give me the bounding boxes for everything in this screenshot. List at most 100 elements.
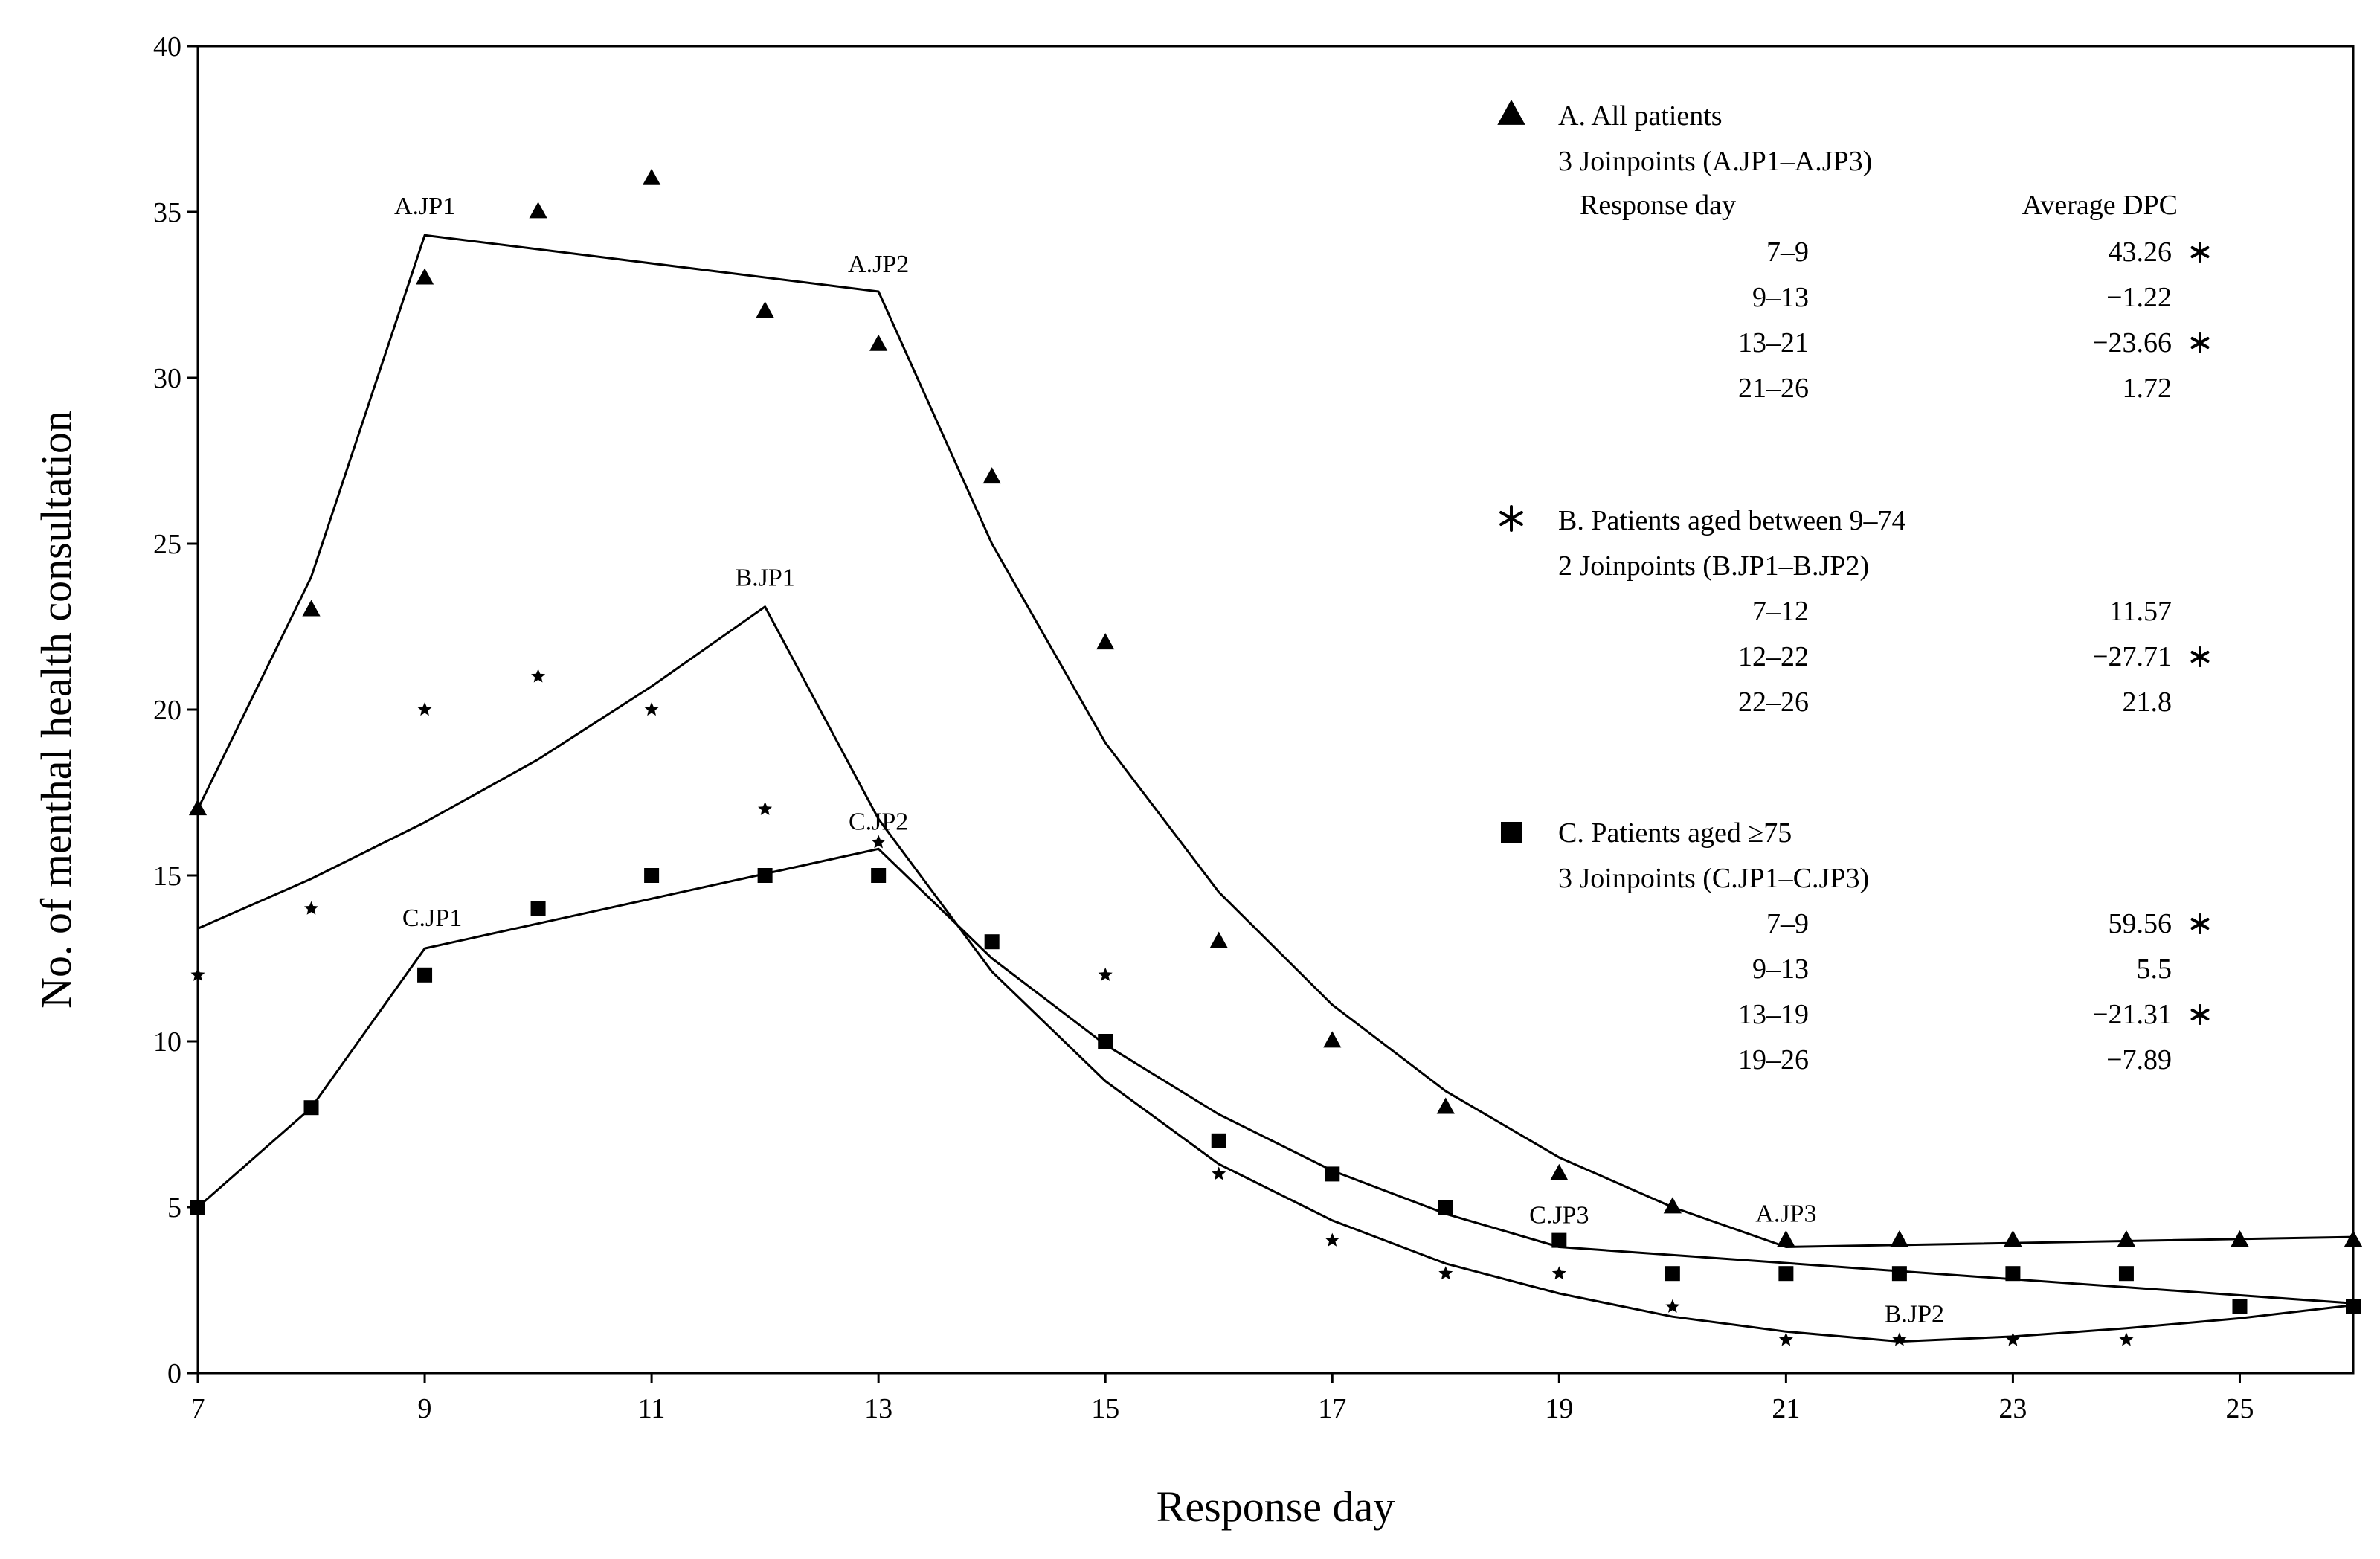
- joinpoint-label: C.JP3: [1529, 1202, 1589, 1229]
- legend-row-dpc: 1.72: [2123, 373, 2172, 404]
- y-tick-label: 30: [153, 363, 181, 394]
- data-point-A: [2344, 1229, 2363, 1247]
- data-point-B: [2005, 1332, 2020, 1346]
- asterisk-stroke: [2190, 918, 2210, 930]
- data-point-A: [643, 168, 661, 185]
- data-point-B: [1778, 1332, 1793, 1346]
- data-point-C: [417, 967, 433, 983]
- legend-row-day: 13–19: [1738, 999, 1809, 1030]
- y-tick-label: 15: [153, 861, 181, 892]
- data-point-A: [982, 467, 1001, 484]
- y-tick-label: 40: [153, 31, 181, 62]
- data-point-A: [1323, 1031, 1342, 1048]
- data-point-A: [1663, 1197, 1682, 1214]
- data-markers: [188, 168, 2363, 1346]
- legend-row-day: 19–26: [1738, 1044, 1809, 1076]
- legend-marker-asterisk: [1499, 505, 1523, 532]
- legend-row-day: 9–13: [1752, 282, 1809, 313]
- data-point-B: [1098, 967, 1113, 981]
- data-point-C: [757, 868, 773, 883]
- data-point-C: [2118, 1266, 2134, 1282]
- legend-row-dpc: 5.5: [2137, 954, 2172, 985]
- x-tick-label: 11: [638, 1393, 666, 1424]
- significance-asterisk: [2190, 646, 2210, 667]
- data-point-A: [415, 268, 434, 285]
- legend-row-dpc: −1.22: [2106, 282, 2172, 313]
- joinpoint-label: C.JP1: [402, 904, 462, 932]
- joinpoint-label: A.JP3: [1755, 1200, 1816, 1228]
- joinpoint-label: A.JP2: [848, 251, 909, 278]
- data-point-C: [871, 868, 887, 883]
- legend-row-dpc: −27.71: [2092, 641, 2172, 672]
- x-tick-label: 9: [418, 1393, 432, 1424]
- legend-group-subtitle: 3 Joinpoints (A.JP1–A.JP3): [1558, 146, 1872, 177]
- asterisk-stroke: [2190, 1009, 2210, 1020]
- data-point-A: [302, 600, 321, 617]
- legend-row-day: 7–12: [1752, 596, 1809, 627]
- legend-group-title: A. All patients: [1558, 100, 1723, 132]
- significance-asterisk: [2190, 242, 2210, 263]
- data-point-B: [304, 901, 318, 915]
- legend-row-day: 7–9: [1766, 237, 1809, 268]
- legend-row-dpc: 43.26: [2109, 237, 2172, 268]
- data-point-B: [190, 967, 205, 981]
- data-point-B: [758, 801, 773, 815]
- legend-marker-square: [1501, 822, 1522, 843]
- y-axis: 0 5 10 15 20 25 30 35 40: [153, 31, 198, 1389]
- fit-line-A: [196, 234, 2354, 1248]
- joinpoint-label: C.JP2: [849, 808, 908, 835]
- legend-row-dpc: 59.56: [2109, 908, 2172, 939]
- legend-header-day: Response day: [1580, 190, 1736, 221]
- data-point-C: [190, 1200, 205, 1215]
- legend-group-subtitle: 2 Joinpoints (B.JP1–B.JP2): [1558, 550, 1869, 582]
- asterisk-stroke: [2190, 651, 2210, 663]
- x-tick-label: 25: [2225, 1393, 2254, 1424]
- significance-asterisk: [2190, 332, 2210, 353]
- data-point-C: [644, 868, 660, 883]
- data-point-A: [869, 334, 888, 351]
- asterisk-stroke: [2190, 337, 2210, 349]
- x-axis-title: Response day: [1157, 1482, 1395, 1531]
- x-tick-label: 21: [1772, 1393, 1800, 1424]
- data-point-C: [2005, 1266, 2021, 1282]
- x-tick-label: 13: [864, 1393, 892, 1424]
- data-point-B: [1892, 1332, 1907, 1346]
- data-point-C: [2346, 1299, 2361, 1314]
- data-point-B: [1551, 1266, 1566, 1280]
- data-point-C: [2232, 1299, 2248, 1314]
- plot-frame: [196, 45, 2355, 1375]
- data-point-A: [1096, 633, 1115, 650]
- data-point-B: [1438, 1266, 1453, 1280]
- data-point-A: [529, 202, 547, 219]
- significance-asterisk: [2190, 1004, 2210, 1025]
- data-point-C: [1665, 1266, 1680, 1282]
- legend-group-title: C. Patients aged ≥75: [1558, 817, 1792, 849]
- data-point-A: [756, 301, 774, 318]
- fit-line-C: [197, 847, 2354, 1305]
- data-point-C: [1891, 1266, 1907, 1282]
- y-tick-label: 5: [167, 1192, 181, 1224]
- data-point-B: [531, 669, 546, 683]
- data-point-B: [1212, 1166, 1226, 1180]
- joinpoint-label: A.JP1: [394, 193, 455, 220]
- legend-row-day: 9–13: [1752, 954, 1809, 985]
- joinpoint-label: B.JP1: [735, 565, 794, 592]
- data-point-C: [984, 934, 1000, 950]
- data-point-B: [1325, 1232, 1339, 1247]
- data-point-C: [1551, 1232, 1567, 1248]
- x-tick-label: 23: [1998, 1393, 2027, 1424]
- legend-row-day: 7–9: [1766, 908, 1809, 939]
- joinpoint-labels: A.JP1 A.JP2 A.JP3 B.JP1 B.JP2 C.JP1 C.JP2 C.JP3: [394, 193, 1944, 1328]
- x-tick-label: 17: [1318, 1393, 1346, 1424]
- data-point-A: [1550, 1163, 1569, 1180]
- legend-row-day: 22–26: [1738, 687, 1809, 718]
- asterisk-stroke: [1499, 511, 1523, 526]
- data-point-B: [2119, 1332, 2134, 1346]
- legend-row-day: 13–21: [1738, 327, 1809, 359]
- significance-asterisk: [2190, 913, 2210, 934]
- legend-marker-triangle: [1497, 99, 1525, 125]
- legend-group-title: B. Patients aged between 9–74: [1558, 505, 1906, 536]
- data-point-C: [303, 1100, 319, 1116]
- data-point-A: [2004, 1229, 2022, 1247]
- legend-row-dpc: −7.89: [2106, 1044, 2172, 1076]
